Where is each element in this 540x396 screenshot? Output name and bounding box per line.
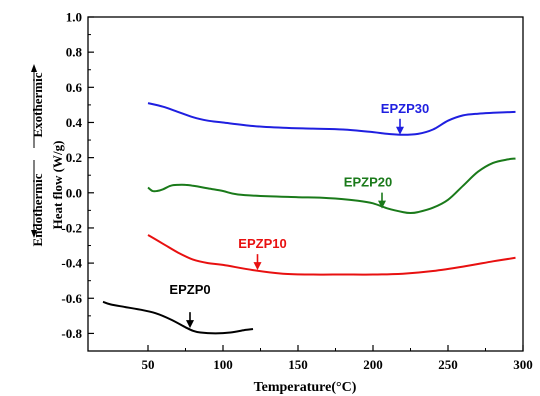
y-tick-label: 1.0 [66, 10, 82, 25]
y-tick-label: 0.4 [66, 115, 83, 130]
exothermic-label: Exothermic [30, 72, 45, 137]
y-tick-label: -0.8 [61, 326, 82, 341]
series-layer [102, 102, 516, 335]
series-line-epzp20 [147, 157, 516, 215]
y-tick-label: 0.2 [66, 150, 82, 165]
y-tick-label: -0.2 [61, 220, 82, 235]
endothermic-arrow-head [31, 230, 37, 238]
series-label-epzp10: EPZP10 [238, 236, 286, 251]
series-line-epzp30 [147, 102, 516, 136]
y-tick-label: -0.6 [61, 291, 82, 306]
marker-arrowhead-epzp30 [396, 126, 404, 135]
endothermic-label: Endothermic [30, 173, 45, 246]
x-tick-label: 50 [142, 357, 155, 372]
y-axis-label: Heat flow (W/g) [50, 141, 65, 230]
series-label-epzp0: EPZP0 [169, 282, 210, 297]
series-line-epzp10 [147, 234, 516, 276]
series-line-epzp0 [102, 300, 254, 335]
x-tick-label: 200 [363, 357, 383, 372]
x-tick-label: 150 [288, 357, 308, 372]
marker-arrowhead-epzp20 [378, 200, 386, 209]
y-axis-label-group: Exothermic Endothermic Heat flow (W/g) [30, 64, 65, 246]
y-tick-label: -0.4 [61, 256, 82, 271]
series-labels: EPZP30 EPZP20 EPZP10 EPZP0 [169, 101, 429, 329]
x-tick-label: 300 [513, 357, 533, 372]
series-label-epzp30: EPZP30 [381, 101, 429, 116]
plot-frame [87, 16, 524, 352]
x-tick-label: 100 [213, 357, 233, 372]
x-tick-label: 250 [438, 357, 458, 372]
series-label-epzp20: EPZP20 [344, 175, 392, 190]
y-tick-label: 0.0 [66, 185, 82, 200]
marker-arrowhead-epzp0 [186, 320, 194, 329]
y-tick-label: 0.6 [66, 80, 83, 95]
axis-ticks: 50 100 150 200 250 300 1.0 0.8 0.6 0.4 0.2 0.0 -0.2 -… [61, 10, 532, 373]
y-tick-label: 0.8 [66, 45, 83, 60]
x-axis-label: Temperature(°C) [254, 380, 357, 395]
exothermic-arrow-head [31, 64, 37, 72]
marker-arrowhead-epzp10 [253, 262, 262, 271]
